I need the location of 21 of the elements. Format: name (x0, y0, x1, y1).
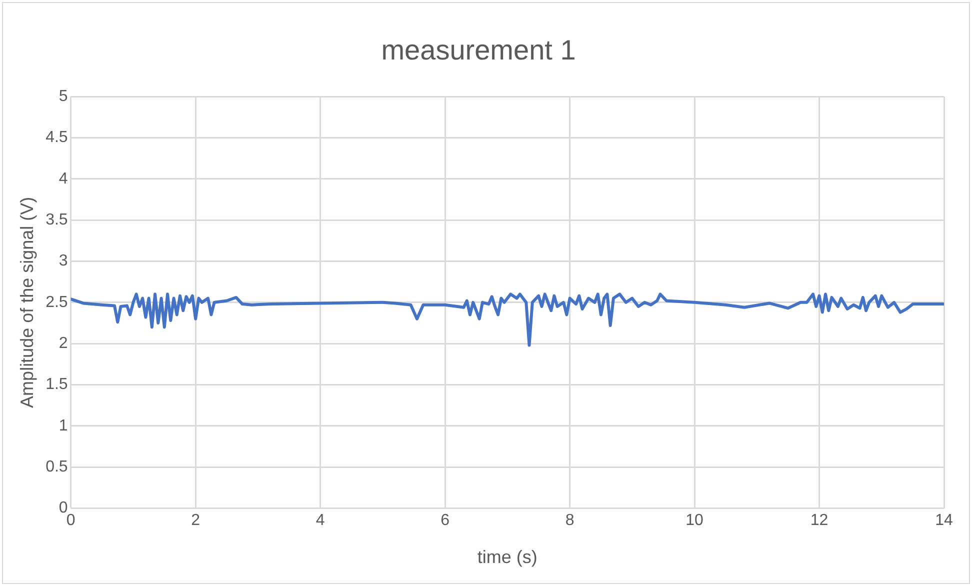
x-tick-label: 2 (191, 512, 200, 530)
x-tick-label: 6 (440, 512, 450, 530)
y-axis-title: Amplitude of the signal (V) (16, 196, 37, 408)
y-tick-label: 0.5 (46, 458, 68, 476)
y-tick-label: 1.5 (46, 376, 68, 394)
y-tick-label: 4 (58, 170, 68, 188)
chart-title: measurement 1 (381, 34, 576, 66)
x-tick-label: 12 (810, 512, 828, 530)
x-tick-label: 4 (316, 512, 325, 530)
x-tick-label: 10 (686, 512, 704, 530)
y-tick-label: 4.5 (46, 129, 68, 146)
y-tick-label: 3 (58, 252, 68, 270)
x-tick-label: 14 (935, 512, 953, 530)
y-tick-label: 3.5 (46, 211, 68, 228)
x-tick-label: 8 (565, 512, 574, 530)
y-tick-label: 1 (58, 417, 68, 434)
y-tick-label: 2.5 (46, 294, 68, 311)
y-tick-label: 5 (58, 88, 68, 106)
y-tick-label: 0 (58, 500, 68, 517)
y-tick-label: 2 (58, 334, 68, 352)
x-axis-title: time (s) (477, 547, 538, 568)
